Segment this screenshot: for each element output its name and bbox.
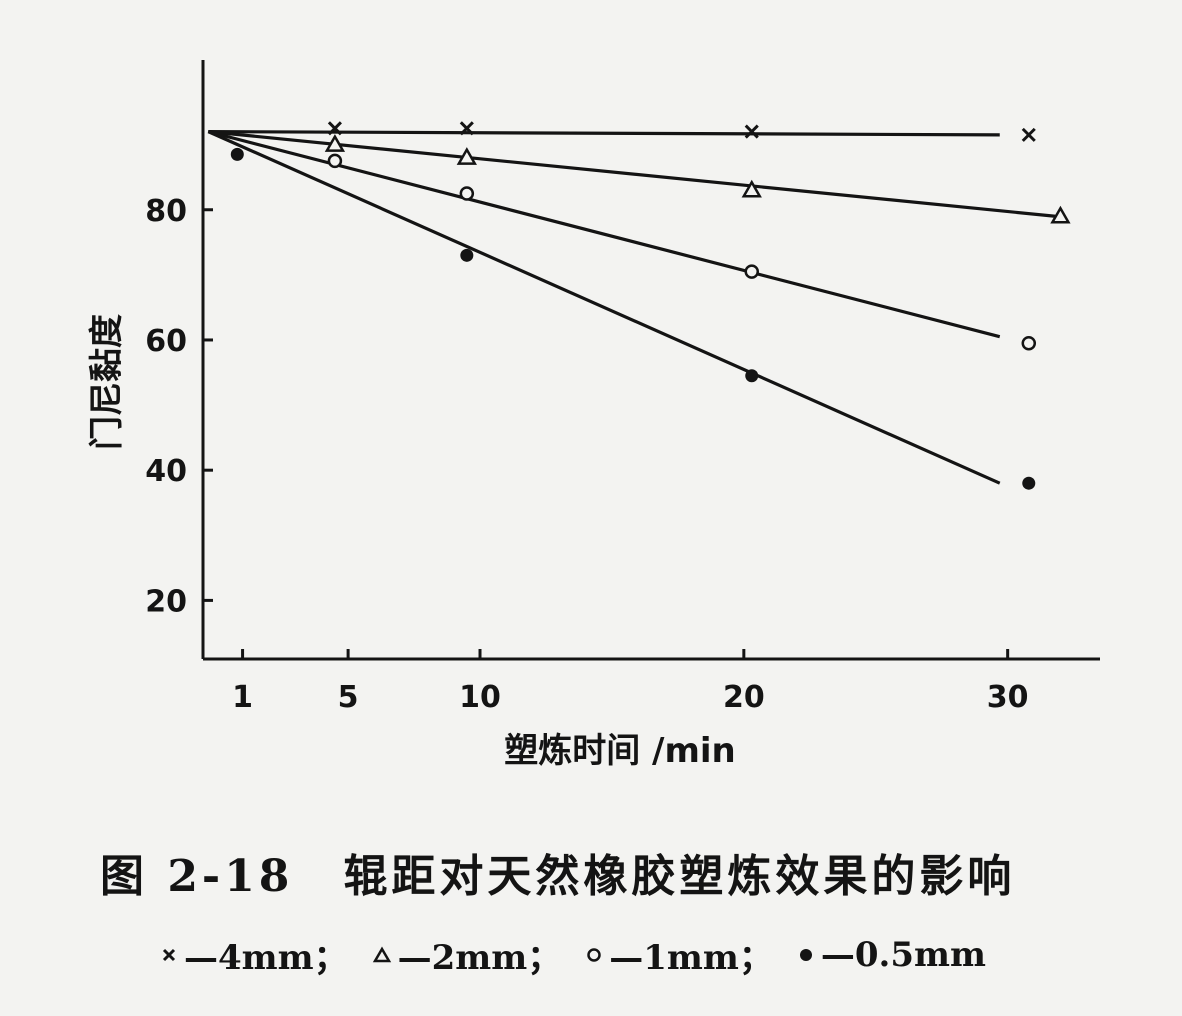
data-point [324, 134, 346, 152]
y-axis: 20 40 60 80 [145, 60, 213, 659]
chart: 20 40 60 80 1 5 10 20 30 门尼黏度 塑炼时间 /min [87, 60, 1100, 771]
data-point [1021, 127, 1036, 142]
series-1mm [207, 130, 1037, 351]
x-axis-title: 塑炼时间 /min [504, 731, 736, 771]
legend-label: —1mm； [609, 938, 773, 978]
legend-item-2mm: —2mm； [370, 930, 584, 979]
figure-title: 辊距对天然橡胶塑炼效果的影响 [343, 851, 1016, 902]
series-line [207, 130, 1001, 485]
legend-label: —0.5mm [820, 934, 986, 975]
data-point [744, 264, 760, 279]
legend-item-1mm: —1mm； [583, 930, 795, 979]
data-point [459, 186, 475, 201]
x-axis: 1 5 10 20 30 [203, 649, 1100, 715]
data-point [1021, 335, 1037, 351]
data-point [456, 147, 477, 165]
data-point [327, 153, 343, 169]
triangle-marker-icon [372, 946, 391, 962]
x-tick-label: 30 [987, 680, 1029, 715]
y-axis-title: 门尼黏度 [87, 314, 127, 450]
circle-marker-icon [587, 947, 601, 962]
data-point [744, 124, 759, 139]
x-marker-icon [162, 948, 176, 961]
dot-marker-icon [799, 948, 812, 961]
legend-label: —2mm； [397, 938, 562, 978]
data-point [459, 121, 474, 136]
data-point [230, 147, 244, 161]
data-point [741, 179, 762, 198]
legend-item-0.5mm: —0.5mm [795, 935, 986, 975]
data-point [745, 369, 759, 383]
x-tick-label: 10 [459, 680, 501, 715]
series-line [208, 130, 1056, 218]
legend-item-4mm: —4mm； [158, 930, 370, 979]
figure-caption: 图 2-18 辊距对天然橡胶塑炼效果的影响 [100, 840, 1015, 904]
data-point [327, 121, 342, 136]
data-point [1050, 205, 1071, 224]
data-point [1022, 476, 1036, 490]
y-tick-label: 80 [145, 194, 187, 229]
y-tick-label: 20 [145, 584, 187, 619]
series-2mm [208, 130, 1071, 224]
legend-label: —4mm； [184, 938, 348, 978]
plot-area [207, 121, 1071, 490]
series-line [208, 130, 1000, 137]
x-tick-label: 20 [723, 680, 765, 715]
x-tick-label: 5 [338, 680, 359, 715]
y-tick-label: 60 [145, 324, 187, 359]
series-0.5mm [207, 130, 1036, 490]
data-point [460, 248, 474, 262]
y-tick-label: 40 [145, 454, 187, 489]
legend: —4mm； —2mm； —1mm； —0.5mm [158, 930, 986, 979]
series-4mm [208, 121, 1036, 142]
x-tick-label: 1 [232, 680, 253, 715]
figure-number: 图 2-18 [100, 851, 294, 902]
